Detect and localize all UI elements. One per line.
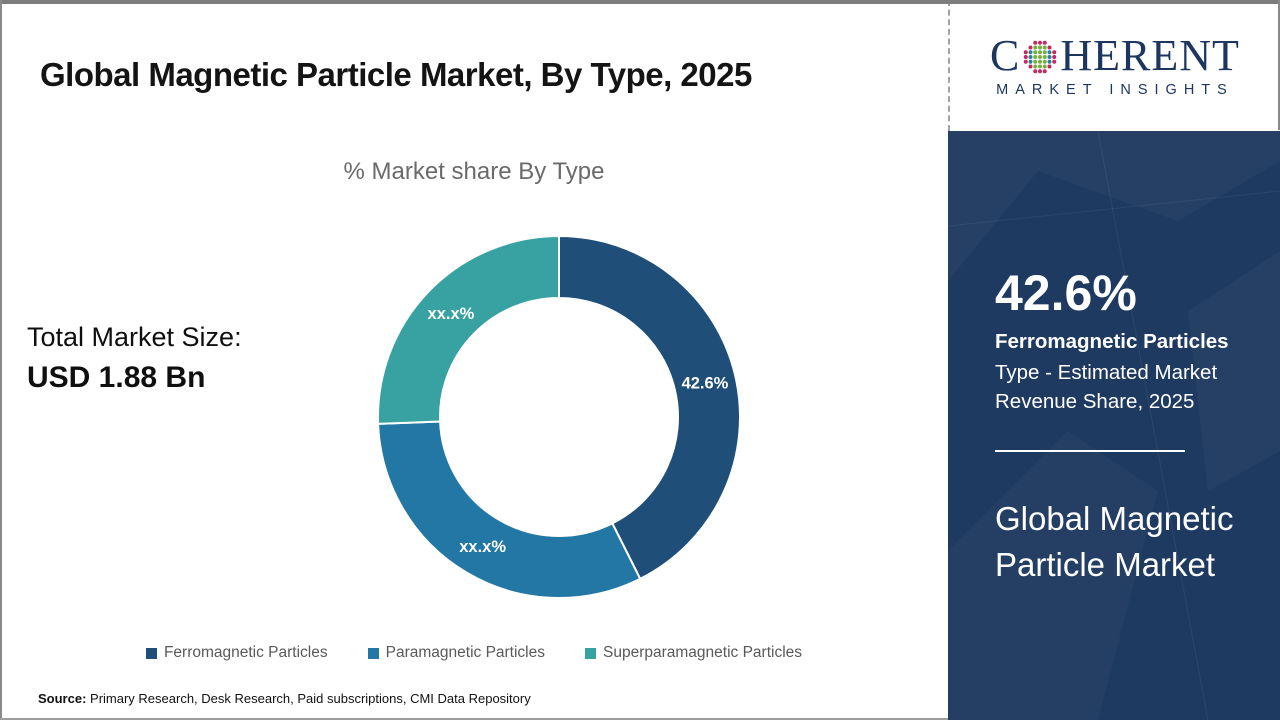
globe-dot bbox=[1052, 49, 1057, 54]
total-market-size-value: USD 1.88 Bn bbox=[27, 361, 206, 394]
globe-dot bbox=[1038, 45, 1043, 49]
donut-chart: 42.6% xx.x% xx.x% bbox=[339, 197, 779, 637]
globe-dot bbox=[1043, 59, 1048, 64]
globe-dot bbox=[1038, 54, 1043, 59]
logo-subtitle: MARKET INSIGHTS bbox=[996, 81, 1234, 98]
globe-dot bbox=[1047, 45, 1052, 49]
globe-dot bbox=[1038, 40, 1043, 45]
source-label: Source: bbox=[38, 691, 87, 706]
slice-label-0: 42.6% bbox=[682, 374, 729, 392]
legend-swatch-icon bbox=[367, 647, 379, 659]
slide-border-left bbox=[0, 0, 2, 720]
globe-dots-icon bbox=[1024, 40, 1057, 73]
globe-dot bbox=[1033, 49, 1038, 54]
globe-dot bbox=[1043, 40, 1048, 45]
legend-label: Superparamagnetic Particles bbox=[603, 644, 803, 661]
globe-dot bbox=[1028, 59, 1033, 64]
globe-dot bbox=[1038, 64, 1043, 68]
globe-dot bbox=[1047, 49, 1052, 54]
globe-dot bbox=[1033, 64, 1038, 68]
logo-word-start: C bbox=[990, 30, 1021, 80]
globe-dot bbox=[1024, 49, 1029, 54]
highlight-sidebar: 42.6% Ferromagnetic Particles Type - Est… bbox=[948, 131, 1280, 720]
globe-dot bbox=[1043, 68, 1048, 73]
slide-border-right bbox=[1278, 0, 1280, 130]
legend-label: Ferromagnetic Particles bbox=[163, 644, 328, 661]
globe-dot bbox=[1038, 49, 1043, 54]
logo-wordmark: C HERENT bbox=[990, 30, 1240, 80]
source-line: Source: Primary Research, Desk Research,… bbox=[38, 691, 531, 706]
legend-swatch-icon bbox=[145, 647, 157, 659]
globe-dot bbox=[1047, 54, 1052, 59]
globe-dot bbox=[1024, 59, 1029, 64]
donut-slice-2[interactable] bbox=[377, 234, 560, 425]
globe-dot bbox=[1052, 59, 1057, 64]
company-logo: C HERENT MARKET INSIGHTS bbox=[948, 0, 1280, 131]
chart-legend: Ferromagnetic Particles Paramagnetic Part… bbox=[0, 644, 948, 662]
globe-dot bbox=[1043, 54, 1048, 59]
globe-dot bbox=[1038, 59, 1043, 64]
donut-slice-1[interactable] bbox=[377, 420, 642, 599]
legend-item-0[interactable]: Ferromagnetic Particles bbox=[145, 644, 328, 662]
chart-title: % Market share By Type bbox=[343, 158, 605, 185]
slice-label-1: xx.x% bbox=[459, 538, 506, 556]
globe-dot bbox=[1047, 64, 1052, 68]
globe-dot bbox=[1038, 68, 1043, 73]
globe-dot bbox=[1033, 45, 1038, 49]
legend-label: Paramagnetic Particles bbox=[385, 644, 545, 661]
page-title: Global Magnetic Particle Market, By Type… bbox=[40, 56, 752, 94]
globe-dot bbox=[1047, 59, 1052, 64]
source-text: Primary Research, Desk Research, Paid su… bbox=[86, 691, 531, 706]
legend-item-2[interactable]: Superparamagnetic Particles bbox=[585, 644, 802, 662]
globe-dot bbox=[1043, 49, 1048, 54]
slide-border-top bbox=[0, 0, 1280, 4]
globe-dot bbox=[1033, 59, 1038, 64]
sidebar-report-title: Global Magnetic Particle Market bbox=[995, 499, 1234, 583]
highlight-title: Ferromagnetic Particles bbox=[995, 330, 1229, 353]
highlight-description: Type - Estimated Market Revenue Share, 2… bbox=[995, 360, 1218, 413]
globe-dot bbox=[1043, 45, 1048, 49]
globe-dot bbox=[1024, 54, 1029, 59]
globe-dot bbox=[1028, 64, 1033, 68]
globe-dot bbox=[1028, 49, 1033, 54]
slice-label-2: xx.x% bbox=[428, 305, 475, 323]
donut-chart-svg: 42.6% xx.x% xx.x% bbox=[377, 234, 741, 599]
logo-word-end: HERENT bbox=[1060, 30, 1240, 80]
total-market-size-label: Total Market Size: bbox=[27, 322, 242, 352]
sidebar-divider bbox=[995, 449, 1185, 452]
slide-border-bottom bbox=[0, 718, 948, 720]
legend-item-1[interactable]: Paramagnetic Particles bbox=[367, 644, 545, 662]
legend-swatch-icon bbox=[585, 647, 596, 659]
globe-dot bbox=[1043, 64, 1048, 68]
globe-dot bbox=[1052, 54, 1057, 59]
globe-dot bbox=[1033, 68, 1038, 73]
globe-dot bbox=[1033, 54, 1038, 59]
total-market-size-block: Total Market Size: USD 1.88 Bn bbox=[27, 322, 242, 395]
highlight-value: 42.6% bbox=[995, 265, 1137, 321]
map-texture bbox=[948, 131, 1280, 720]
globe-dot bbox=[1028, 45, 1033, 49]
globe-dot bbox=[1028, 54, 1033, 59]
globe-dot bbox=[1033, 40, 1038, 45]
donut-slice-0[interactable] bbox=[558, 234, 741, 581]
